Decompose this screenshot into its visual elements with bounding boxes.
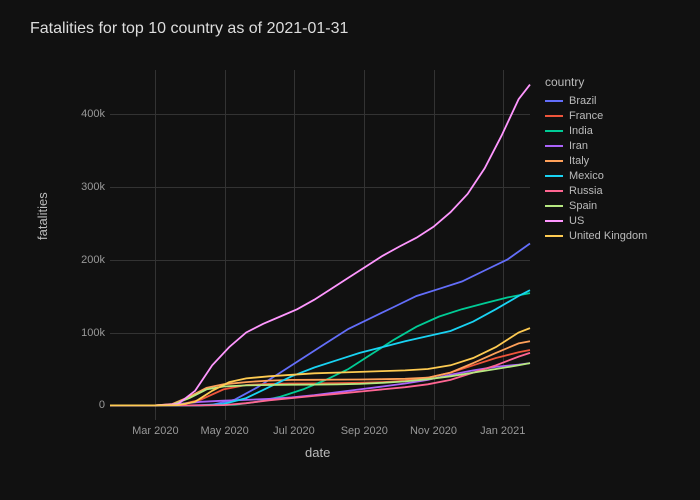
y-tick-label: 100k: [55, 327, 105, 339]
legend-item[interactable]: United Kingdom: [545, 230, 647, 242]
chart-title: Fatalities for top 10 country as of 2021…: [30, 20, 348, 38]
x-axis-label: date: [305, 445, 330, 460]
x-tick-label: Sep 2020: [341, 425, 388, 437]
legend-swatch: [545, 115, 563, 117]
series-line: [110, 85, 530, 406]
legend-label: France: [569, 110, 603, 122]
plot-area: [110, 70, 530, 420]
legend-item[interactable]: India: [545, 125, 647, 137]
y-tick-label: 0: [55, 399, 105, 411]
legend-label: Spain: [569, 200, 597, 212]
legend-label: India: [569, 125, 593, 137]
legend-item[interactable]: Italy: [545, 155, 647, 167]
x-tick-label: May 2020: [200, 425, 248, 437]
legend-swatch: [545, 220, 563, 222]
y-tick-label: 400k: [55, 108, 105, 120]
legend-items: Brazil France India Iran Italy Mexico Russia Sp…: [545, 95, 647, 242]
legend-label: Brazil: [569, 95, 597, 107]
x-tick-label: Jan 2021: [480, 425, 525, 437]
lines-svg: [110, 70, 530, 420]
x-tick-label: Nov 2020: [410, 425, 457, 437]
y-tick-label: 200k: [55, 254, 105, 266]
series-line: [110, 293, 530, 405]
legend-swatch: [545, 235, 563, 237]
series-line: [110, 363, 530, 405]
legend-item[interactable]: US: [545, 215, 647, 227]
legend-item[interactable]: Iran: [545, 140, 647, 152]
legend-label: United Kingdom: [569, 230, 647, 242]
y-tick-label: 300k: [55, 181, 105, 193]
legend-swatch: [545, 130, 563, 132]
series-line: [110, 350, 530, 405]
legend-label: Iran: [569, 140, 588, 152]
legend: country Brazil France India Iran Italy Mexico…: [545, 75, 647, 245]
x-tick-label: Jul 2020: [273, 425, 315, 437]
legend-item[interactable]: Mexico: [545, 170, 647, 182]
legend-swatch: [545, 190, 563, 192]
legend-item[interactable]: Russia: [545, 185, 647, 197]
legend-swatch: [545, 175, 563, 177]
legend-item[interactable]: France: [545, 110, 647, 122]
x-tick-label: Mar 2020: [132, 425, 178, 437]
legend-swatch: [545, 205, 563, 207]
legend-label: Russia: [569, 185, 603, 197]
legend-swatch: [545, 160, 563, 162]
legend-label: Italy: [569, 155, 589, 167]
y-axis-label: fatalities: [35, 192, 50, 240]
legend-title: country: [545, 75, 647, 89]
legend-item[interactable]: Spain: [545, 200, 647, 212]
legend-label: Mexico: [569, 170, 604, 182]
legend-swatch: [545, 100, 563, 102]
legend-swatch: [545, 145, 563, 147]
legend-label: US: [569, 215, 584, 227]
legend-item[interactable]: Brazil: [545, 95, 647, 107]
